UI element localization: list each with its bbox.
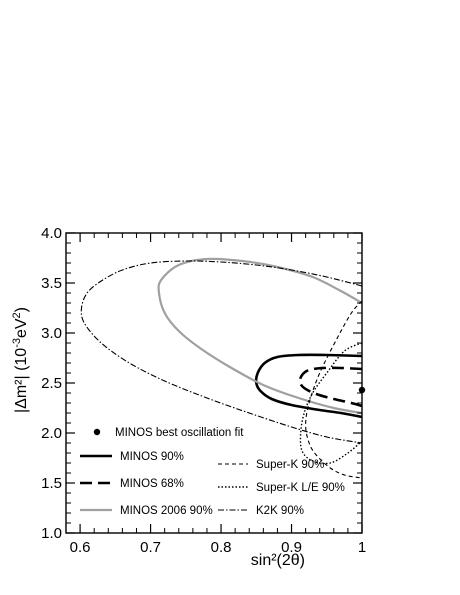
- legend-label-k2k-90: K2K 90%: [256, 505, 304, 517]
- legend: MINOS best oscillation fit MINOS 90% Super…: [80, 427, 345, 517]
- legend-label-minos-best-oscillation-fit: MINOS best oscillation fit: [115, 427, 244, 439]
- x-tick-label: 0.6: [70, 539, 91, 556]
- x-tick-label: 0.9: [281, 539, 302, 556]
- legend-label-minos-2006-90: MINOS 2006 90%: [120, 505, 213, 517]
- y-tick-label: 3.0: [41, 325, 62, 342]
- y-tick-label: 1.5: [41, 475, 62, 492]
- series-super-k-l-e-90-contour: [299, 342, 362, 465]
- axis-tick-labels: 0.6 0.7 0.8 0.9 1 1.0 1.5 2.0 2.5 3.0 3.5 4.0: [41, 225, 366, 556]
- y-axis-title-close: ): [13, 307, 30, 312]
- y-tick-label: 2.5: [41, 375, 62, 392]
- legend-label-super-k-90: Super-K 90%: [256, 459, 324, 471]
- x-axis-title: sin²(2θ): [251, 552, 305, 569]
- contour-curves: [80, 257, 362, 479]
- series-minos-68-contour: [298, 366, 362, 408]
- series-super-k-90-contour: [305, 300, 362, 479]
- y-tick-label: 1.0: [41, 525, 62, 542]
- x-tick-label: 0.7: [140, 539, 161, 556]
- y-axis-title-main: |Δm²| (10: [13, 348, 30, 413]
- y-tick-label: 4.0: [41, 225, 62, 242]
- series-minos-90-contour: [254, 353, 362, 419]
- y-tick-label: 2.0: [41, 425, 62, 442]
- x-tick-label: 1: [358, 539, 366, 556]
- y-tick-label: 3.5: [41, 275, 62, 292]
- series-minos-2006-90-contour: [157, 257, 362, 415]
- legend-marker-minos-best-oscillation-fit: [93, 428, 101, 436]
- axis-ticks: [66, 232, 363, 534]
- y-axis-title: |Δm²| (10-3eV2): [11, 307, 30, 413]
- y-axis-title-unit: eV: [13, 318, 30, 338]
- y-axis-title-unit-exponent: 2: [11, 312, 23, 318]
- y-axis-title-exponent: -3: [11, 338, 23, 348]
- legend-label-minos-90: MINOS 90%: [120, 451, 184, 463]
- legend-label-minos-68: MINOS 68%: [120, 478, 184, 490]
- legend-label-super-k-l-e-90: Super-K L/E 90%: [256, 482, 345, 494]
- x-tick-label: 0.8: [211, 539, 232, 556]
